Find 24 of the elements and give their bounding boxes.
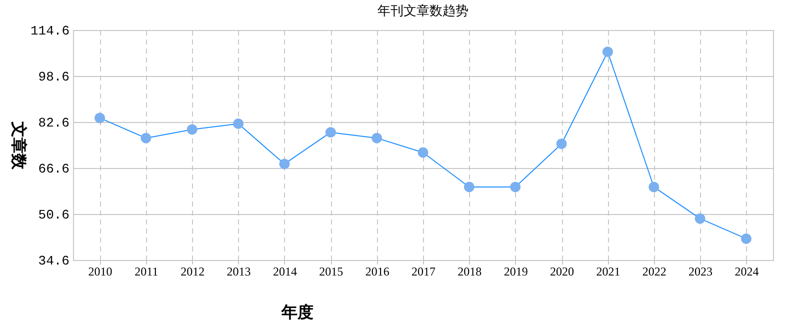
x-tick-label: 2018 [458, 264, 482, 278]
y-tick-label: 98.6 [38, 70, 70, 84]
x-tick-label: 2012 [180, 264, 205, 278]
x-tick-label: 2023 [688, 264, 713, 278]
x-tick-label: 2019 [504, 264, 528, 278]
y-tick-label: 82.6 [38, 116, 70, 130]
x-tick-label: 2017 [412, 264, 436, 278]
y-tick-label: 114.6 [30, 24, 70, 38]
x-tick-label: 2011 [134, 264, 158, 278]
x-tick-label: 2020 [550, 264, 574, 278]
x-tick-label: 2013 [226, 264, 251, 278]
x-tick-label: 2014 [272, 264, 297, 278]
x-tick-label: 2021 [596, 264, 620, 278]
y-axis-title: 文章数 [10, 120, 28, 170]
y-tick-label: 34.6 [38, 254, 70, 268]
y-tick-label: 66.6 [38, 162, 70, 176]
x-tick-label: 2022 [642, 264, 666, 278]
x-tick-label: 2010 [88, 264, 112, 278]
x-tick-label: 2016 [365, 264, 390, 278]
y-tick-label: 50.6 [38, 208, 70, 222]
x-axis-title: 年度 [280, 302, 314, 322]
chart-title: 年刊文章数趋势 [378, 3, 468, 18]
x-tick-label: 2015 [319, 264, 344, 278]
x-tick-label: 2024 [734, 264, 759, 278]
